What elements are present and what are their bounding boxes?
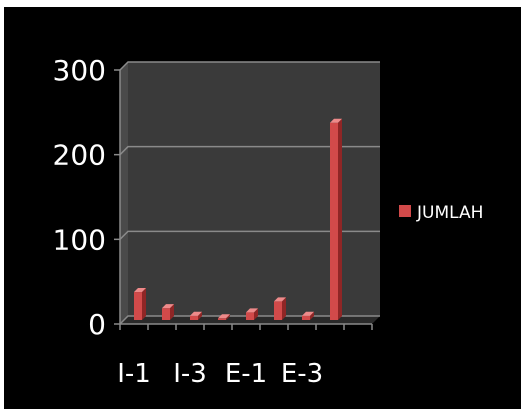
gridline — [119, 145, 380, 156]
x-tick-label: E-3 — [281, 359, 323, 389]
bar-top — [246, 308, 258, 313]
gridline — [119, 230, 380, 240]
plot-back-wall — [128, 62, 380, 316]
y-tick-label: 0 — [88, 308, 106, 341]
bar — [330, 122, 338, 320]
legend-label-jumlah: JUMLAH — [416, 203, 483, 223]
bar — [218, 318, 226, 320]
bar-side — [338, 118, 342, 320]
bar-side — [310, 311, 314, 320]
bar-side — [254, 308, 258, 320]
bar-top — [330, 118, 342, 123]
gridlines — [119, 61, 380, 325]
bars — [134, 118, 342, 320]
bar-top — [190, 311, 202, 316]
y-tick-labels: 0 100 200 300 — [53, 54, 106, 341]
bar-side — [198, 311, 202, 320]
x-tick-labels: I-1 I-3 E-1 E-3 — [117, 359, 323, 389]
bar — [246, 312, 254, 320]
gridline — [119, 61, 380, 71]
bar-top — [162, 304, 174, 309]
x-tick-label: I-1 — [117, 359, 151, 389]
axes — [114, 69, 373, 330]
y-tick-label: 200 — [53, 139, 106, 172]
x-tick-label: I-3 — [173, 359, 207, 389]
bar-top — [134, 288, 146, 293]
bar — [162, 308, 170, 320]
y-tick-label: 300 — [53, 54, 106, 87]
legend-swatch — [399, 205, 411, 217]
bar-side — [170, 304, 174, 320]
bar-side — [282, 297, 286, 320]
legend: JUMLAH — [399, 203, 483, 223]
bar — [134, 292, 142, 320]
gridline — [119, 315, 380, 325]
bar-top — [302, 311, 314, 316]
bar-side — [226, 314, 230, 320]
y-tick-label: 100 — [53, 223, 106, 256]
bar-top — [218, 314, 230, 319]
plot-side-wall — [120, 62, 128, 324]
bar-top — [274, 297, 286, 302]
bar — [274, 301, 282, 320]
bar — [302, 315, 310, 320]
x-tick-label: E-1 — [225, 359, 267, 389]
bar-side — [142, 288, 146, 320]
bar — [190, 315, 198, 320]
